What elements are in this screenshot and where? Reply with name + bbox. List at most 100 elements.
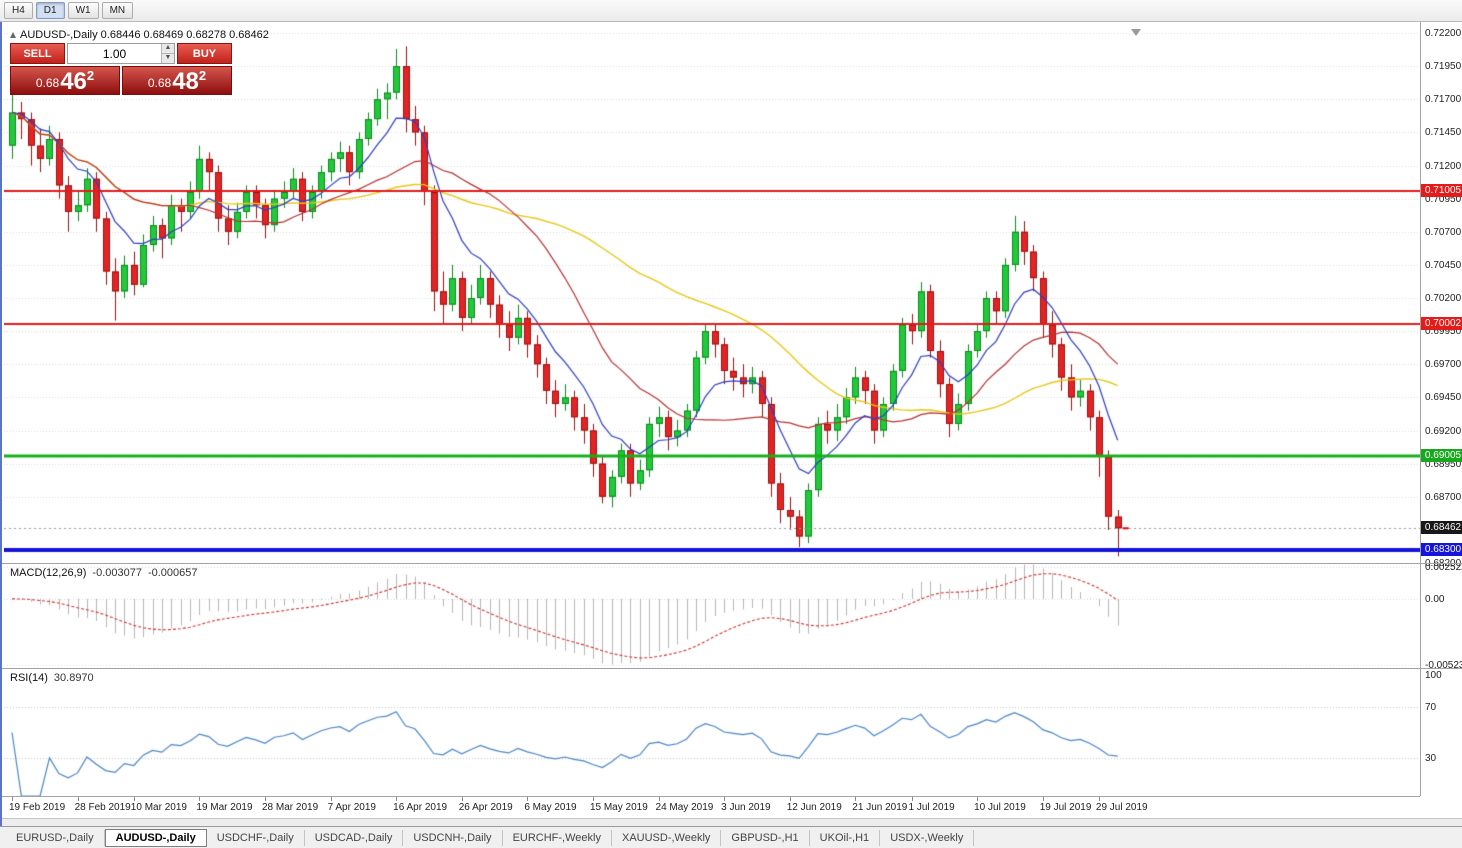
price-axis-tick: 0.71200 [1425,160,1462,172]
date-tick-label: 7 Apr 2019 [327,802,376,813]
price-axis-tick: 0.71450 [1425,127,1462,139]
date-tick-label: 21 Jun 2019 [852,802,908,813]
chart-tab-ukoilh1[interactable]: UKOil-,H1 [810,829,881,846]
price-label-current-price: 0.68462 [1421,521,1462,535]
volume-down-button[interactable]: ▼ [162,54,174,63]
chart-tab-usdcnhdaily[interactable]: USDCNH-,Daily [403,829,503,846]
date-tick-mark [977,797,979,801]
date-tick-mark [133,797,135,801]
date-tick-label: 12 Jun 2019 [786,802,842,813]
volume-up-button[interactable]: ▲ [162,44,174,54]
chart-tab-eurusddaily[interactable]: EURUSD-,Daily [6,829,105,846]
date-tick-mark [724,797,726,801]
price-label-support-2: 0.68300 [1421,542,1462,556]
date-tick-mark [330,797,332,801]
price-chart-canvas[interactable] [4,26,1420,563]
date-tick-label: 19 Jul 2019 [1039,802,1092,813]
chart-tab-usdxweekly[interactable]: USDX-,Weekly [880,829,975,846]
date-tick-mark [264,797,266,801]
price-axis-tick: 0.69200 [1425,425,1462,437]
rsi-axis-tick: 100 [1425,670,1442,681]
date-tick-label: 16 Apr 2019 [393,802,448,813]
chart-shift-marker[interactable] [1131,29,1141,36]
date-tick-label: 15 May 2019 [589,802,648,813]
pane-separator[interactable] [2,563,1462,564]
date-tick-mark [658,797,660,801]
date-tick-mark [12,797,13,801]
chart-ohlc-text: AUDUSD-,Daily 0.68446 0.68469 0.68278 0.… [20,29,269,41]
macd-axis-tick: 0.002522 [1425,561,1462,573]
chart-tab-usdchfdaily[interactable]: USDCHF-,Daily [207,829,305,846]
macd-main-value: -0.003077 [92,567,142,579]
chart-tabs-bar: EURUSD-,Daily AUDUSD-,Daily USDCHF-,Daily U… [0,826,1462,848]
chart-tab-gbpusdh1[interactable]: GBPUSD-,H1 [721,829,810,846]
price-axis-tick: 0.69450 [1425,392,1462,404]
buy-price-big: 48 [172,68,199,95]
price-axis-tick: 0.69950 [1425,326,1462,338]
symbol-icon [10,32,16,38]
price-axis-tick: 0.68950 [1425,458,1462,470]
macd-axis-tick: 0.00 [1425,593,1445,605]
date-tick-label: 3 Jun 2019 [721,802,771,813]
date-tick-mark [789,797,791,801]
chart-tab-xauusdweekly[interactable]: XAUUSD-,Weekly [612,829,722,846]
price-axis-tick: 0.70200 [1425,293,1462,304]
date-tick-mark [461,797,463,801]
pane-separator[interactable] [2,668,1462,669]
date-tick-mark [199,797,201,801]
price-label-resistance-2: 0.70002 [1421,317,1462,331]
sell-price-display[interactable]: 0.68 46 2 [10,66,120,95]
timeframe-button-d1[interactable]: D1 [35,2,65,19]
date-tick-mark [396,797,398,801]
price-axis[interactable]: 0.72200 0.71950 0.71700 0.71450 0.71200 0.709… [1420,22,1462,796]
sell-price-sup: 2 [86,68,95,83]
sell-button[interactable]: SELL [10,43,65,64]
price-axis-tick: 0.71950 [1425,61,1462,73]
date-tick-mark [592,797,594,801]
rsi-indicator-label: RSI(14) 30.8970 [10,672,94,684]
price-label-support-1: 0.69005 [1421,449,1462,463]
chart-header: AUDUSD-,Daily 0.68446 0.68469 0.68278 0.… [10,29,269,41]
date-tick-label: 26 Apr 2019 [458,802,513,813]
price-axis-tick: 0.72200 [1425,28,1462,40]
chart-bottom-strip [2,818,1462,826]
chart-tab-audusddaily[interactable]: AUDUSD-,Daily [104,828,207,847]
price-axis-tick: 0.70450 [1425,259,1462,271]
volume-stepper[interactable]: ▲ ▼ [67,43,175,64]
date-tick-mark [911,797,913,801]
date-tick-mark [855,797,857,801]
date-axis[interactable]: 19 Feb 2019 28 Feb 2019 10 Mar 2019 19 Mar … [2,796,1420,818]
buy-price-display[interactable]: 0.68 48 2 [122,66,232,95]
price-axis-tick: 0.71700 [1425,94,1462,106]
date-tick-label: 1 Jul 2019 [908,802,955,813]
timeframe-button-mn[interactable]: MN [101,2,134,19]
date-tick-mark [527,797,529,801]
macd-axis-tick: -0.005234 [1425,660,1462,672]
price-axis-tick: 0.70700 [1425,226,1462,238]
rsi-axis-tick: 70 [1425,702,1437,714]
date-tick-label: 29 Jul 2019 [1095,802,1148,813]
date-tick-label: 28 Mar 2019 [261,802,319,813]
date-tick-mark [1098,797,1100,801]
date-tick-label: 24 May 2019 [655,802,714,813]
macd-signal-value: -0.000657 [147,567,198,579]
macd-pane-canvas[interactable] [4,564,1420,668]
price-axis-tick: 0.68700 [1425,491,1462,503]
rsi-pane-canvas[interactable] [4,669,1420,796]
chart-tab-usdcaddaily[interactable]: USDCAD-,Daily [305,829,404,846]
buy-button[interactable]: BUY [177,43,232,64]
timeframe-button-w1[interactable]: W1 [67,2,99,19]
date-tick-mark [1042,797,1044,801]
rsi-axis-tick: 30 [1425,752,1437,764]
chart-tab-eurchfweekly[interactable]: EURCHF-,Weekly [503,829,612,846]
chart-window: 0.72200 0.71950 0.71700 0.71450 0.71200 0.709… [0,22,1462,826]
date-tick-label: 10 Mar 2019 [130,802,187,813]
macd-indicator-label: MACD(12,26,9) -0.003077 -0.000657 [10,567,198,579]
date-tick-label: 19 Mar 2019 [196,802,253,813]
date-tick-label: 28 Feb 2019 [74,802,131,813]
volume-input[interactable] [68,44,174,63]
date-tick-label: 10 Jul 2019 [974,802,1026,813]
price-label-resistance-1: 0.71005 [1421,184,1462,198]
timeframe-button-h4[interactable]: H4 [4,2,33,19]
